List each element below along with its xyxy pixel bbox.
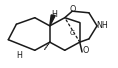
Text: C: C: [70, 30, 75, 36]
Text: NH: NH: [96, 21, 108, 30]
Text: O: O: [83, 46, 89, 55]
Text: O: O: [69, 5, 75, 14]
Text: H: H: [16, 51, 22, 60]
Text: H: H: [51, 10, 57, 18]
Polygon shape: [50, 15, 55, 26]
